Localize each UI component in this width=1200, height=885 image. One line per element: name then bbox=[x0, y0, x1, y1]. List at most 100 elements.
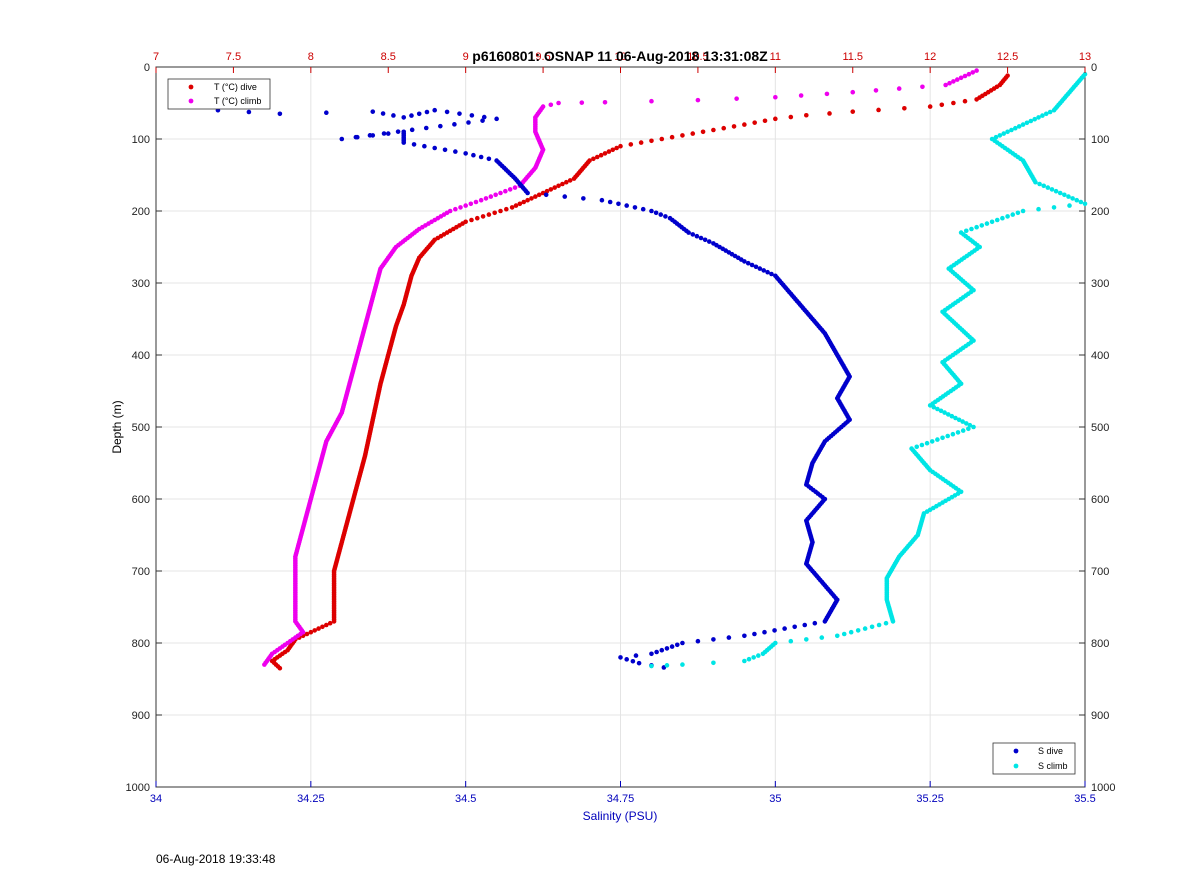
data-point-t-c-climb bbox=[798, 93, 804, 98]
y-right-tick-label: 600 bbox=[1091, 494, 1109, 506]
data-point-s-climb bbox=[1040, 113, 1045, 118]
data-point-t-c-dive bbox=[316, 626, 321, 631]
data-point-s-climb bbox=[967, 422, 973, 428]
data-point-s-dive bbox=[659, 647, 665, 653]
data-point-s-climb bbox=[956, 417, 962, 423]
legend-salinity-box bbox=[992, 742, 1076, 775]
data-point-t-c-dive bbox=[927, 104, 933, 109]
data-point-s-climb bbox=[1074, 197, 1080, 203]
y-left-tick-label: 300 bbox=[132, 278, 150, 290]
data-point-s-dive bbox=[463, 151, 468, 156]
data-point-s-climb bbox=[966, 426, 971, 432]
x-top-tick-label: 12 bbox=[924, 51, 936, 63]
data-point-s-dive bbox=[480, 118, 485, 123]
data-point-t-c-dive bbox=[762, 118, 768, 124]
data-point-t-c-climb bbox=[507, 187, 513, 192]
data-point-t-c-dive bbox=[773, 116, 778, 122]
data-point-s-dive bbox=[624, 203, 629, 208]
data-point-t-c-climb bbox=[850, 89, 856, 95]
y-left-tick-label: 700 bbox=[132, 566, 150, 578]
data-point-s-climb bbox=[876, 622, 882, 628]
data-point-t-c-dive bbox=[618, 143, 623, 149]
x-top-tick-label: 9 bbox=[463, 51, 469, 63]
data-point-s-climb bbox=[953, 415, 958, 421]
data-point-s-climb bbox=[1005, 214, 1010, 219]
data-point-t-c-climb bbox=[734, 96, 739, 101]
x-bottom-tick-label: 35.5 bbox=[1074, 793, 1095, 805]
data-point-t-c-climb bbox=[962, 73, 968, 79]
legend-temperature: T (°C) dive T (°C) climb bbox=[167, 78, 271, 110]
data-point-s-dive bbox=[444, 109, 450, 115]
data-point-s-dive bbox=[469, 113, 475, 118]
data-point-s-climb bbox=[819, 635, 825, 640]
data-point-t-c-climb bbox=[896, 86, 902, 91]
data-point-s-dive bbox=[607, 199, 613, 205]
x-top-tick-label: 10.5 bbox=[687, 51, 708, 63]
data-point-t-c-climb bbox=[602, 99, 608, 105]
data-point-s-climb bbox=[914, 444, 920, 450]
data-point-t-c-climb bbox=[695, 97, 701, 103]
data-point-t-c-climb bbox=[503, 188, 508, 194]
data-point-t-c-dive bbox=[700, 129, 706, 135]
data-point-t-c-dive bbox=[614, 145, 619, 151]
y-right-tick-label: 400 bbox=[1091, 350, 1109, 362]
data-point-s-climb bbox=[890, 619, 896, 624]
legend-temperature-box bbox=[167, 78, 271, 110]
data-point-t-c-dive bbox=[552, 185, 557, 190]
data-point-s-climb bbox=[1049, 187, 1055, 192]
data-point-s-dive bbox=[772, 628, 777, 633]
data-point-s-dive bbox=[543, 192, 549, 198]
data-point-s-dive bbox=[618, 655, 623, 660]
data-point-s-climb bbox=[993, 134, 999, 140]
data-point-s-dive bbox=[658, 212, 664, 217]
data-point-s-dive bbox=[765, 269, 770, 275]
data-point-s-climb bbox=[950, 431, 956, 437]
data-point-t-c-dive bbox=[804, 112, 809, 118]
y-left-tick-label: 600 bbox=[132, 494, 150, 506]
chart-title: p6160801: OSNAP 11 06-Aug-2018 13:31:08Z bbox=[472, 48, 768, 64]
x-bottom-tick-label: 35.25 bbox=[916, 793, 944, 805]
data-point-t-c-dive bbox=[850, 109, 856, 114]
y-right-tick-label: 200 bbox=[1091, 206, 1109, 218]
y-right-tick-label: 500 bbox=[1091, 422, 1109, 434]
data-point-s-climb bbox=[862, 626, 868, 631]
data-point-s-dive bbox=[702, 237, 708, 243]
data-point-t-c-climb bbox=[920, 84, 925, 90]
data-point-s-dive bbox=[494, 116, 499, 122]
data-point-s-dive bbox=[525, 190, 530, 196]
data-point-s-climb bbox=[963, 228, 969, 234]
data-point-t-c-climb bbox=[824, 91, 830, 97]
data-point-s-climb bbox=[848, 629, 854, 635]
x-top-tick-label: 7.5 bbox=[226, 51, 241, 63]
data-point-s-dive bbox=[409, 127, 415, 133]
data-point-t-c-dive bbox=[571, 176, 577, 181]
data-point-s-dive bbox=[395, 129, 401, 134]
data-point-s-dive bbox=[401, 140, 407, 145]
legend-s-climb-marker bbox=[1013, 763, 1019, 769]
y-left-tick-label: 0 bbox=[144, 62, 150, 74]
data-point-t-c-dive bbox=[680, 133, 685, 138]
data-point-s-climb bbox=[1053, 188, 1059, 194]
data-point-t-c-climb bbox=[958, 75, 964, 81]
data-point-s-climb bbox=[945, 412, 951, 417]
data-point-t-c-dive bbox=[649, 138, 654, 144]
data-point-t-c-dive bbox=[669, 134, 675, 140]
data-point-s-dive bbox=[599, 197, 605, 203]
y-left-tick-label: 1000 bbox=[126, 782, 150, 794]
data-point-t-c-dive bbox=[731, 124, 737, 129]
data-point-s-dive bbox=[640, 206, 646, 212]
data-point-s-dive bbox=[694, 233, 700, 239]
data-point-t-c-dive bbox=[628, 142, 634, 147]
data-point-s-dive bbox=[452, 122, 457, 127]
data-point-t-c-dive bbox=[474, 215, 480, 221]
x-bottom-tick-label: 34.75 bbox=[607, 793, 635, 805]
data-point-s-dive bbox=[486, 156, 492, 162]
data-point-t-c-climb bbox=[579, 100, 585, 105]
data-point-s-dive bbox=[753, 264, 759, 270]
data-point-s-dive bbox=[409, 113, 414, 118]
data-point-s-climb bbox=[1078, 199, 1084, 205]
data-point-s-climb bbox=[1066, 194, 1071, 199]
data-point-s-dive bbox=[471, 152, 476, 158]
data-point-s-dive bbox=[792, 624, 797, 630]
